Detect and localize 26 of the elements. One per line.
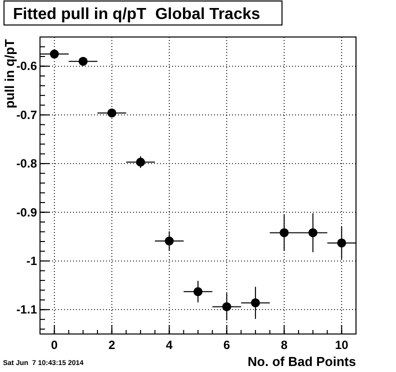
- x-axis-title: No. of Bad Points: [248, 354, 356, 369]
- point: [337, 238, 346, 248]
- point: [194, 287, 202, 296]
- point: [250, 298, 260, 308]
- y-tick-label: -0.9: [16, 205, 38, 220]
- x-tick-label: 8: [280, 338, 288, 352]
- point: [50, 50, 59, 59]
- y-tick-label: -0.8: [16, 156, 38, 171]
- y-tick-label: -0.6: [16, 59, 38, 74]
- point: [308, 228, 318, 238]
- x-tick-label: 2: [108, 338, 116, 352]
- point: [107, 108, 116, 118]
- point: [164, 236, 174, 246]
- x-tick-label: 0: [51, 338, 58, 352]
- x-tick-label: 4: [166, 338, 173, 352]
- x-tick-label: 10: [334, 338, 349, 352]
- point: [280, 228, 289, 238]
- y-tick-label: -1: [26, 254, 38, 268]
- y-tick-label: -1.1: [16, 302, 38, 317]
- y-axis-title: pull in q/pT: [2, 38, 17, 108]
- x-tick-label: 6: [223, 338, 230, 352]
- point: [136, 158, 146, 167]
- point: [78, 56, 88, 66]
- chart-title: Fitted pull in q/pT Global Tracks: [13, 6, 260, 23]
- point: [222, 302, 232, 312]
- y-tick-label: -0.7: [16, 108, 38, 122]
